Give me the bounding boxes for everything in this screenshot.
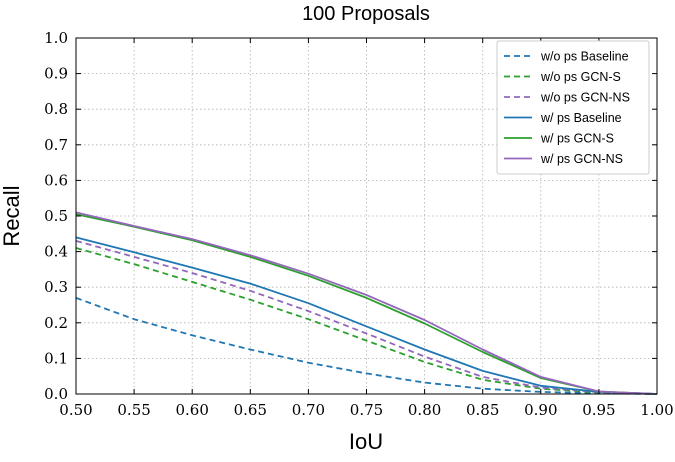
series-layer [75, 211, 658, 395]
x-tick-label: 0.70 [292, 401, 325, 419]
x-tick-label: 0.65 [234, 401, 267, 419]
y-tick-label: 0.5 [44, 207, 68, 225]
y-tick-label: 0.7 [44, 136, 68, 154]
x-tick-labels: 0.50 0.55 0.60 0.65 0.70 0.75 0.80 0.85 0.90 0.95… [59, 401, 673, 419]
legend: w/o ps Baseline w/o ps GCN-S w/o ps GCN-NS… [496, 40, 650, 175]
x-tick-label: 0.85 [466, 401, 499, 419]
y-tick-label: 0.0 [44, 385, 68, 403]
x-tick-label: 0.80 [408, 401, 441, 419]
chart-title: 100 Proposals [302, 3, 430, 25]
x-tick-label: 1.00 [640, 401, 673, 419]
y-axis-title: Recall [0, 185, 24, 246]
legend-box [496, 40, 650, 175]
x-tick-label: 0.60 [175, 401, 208, 419]
series-line-0 [75, 297, 658, 395]
x-tick-label: 0.95 [582, 401, 615, 419]
series-line-2 [75, 240, 658, 395]
y-tick-label: 0.9 [44, 65, 68, 83]
x-axis-title: IoU [349, 429, 383, 454]
series-line-5 [75, 211, 658, 395]
legend-label-1: w/o ps GCN-S [540, 70, 621, 84]
y-tick-label: 1.0 [44, 29, 68, 47]
y-tick-label: 0.8 [44, 100, 68, 118]
y-tick-label: 0.4 [44, 243, 68, 261]
x-tick-label: 0.75 [350, 401, 383, 419]
legend-label-2: w/o ps GCN-NS [540, 91, 630, 105]
grid [76, 38, 657, 394]
series-line-3 [75, 236, 658, 395]
ticks [75, 37, 658, 395]
legend-label-3: w/ ps Baseline [540, 111, 622, 125]
legend-label-0: w/o ps Baseline [540, 50, 629, 64]
legend-label-4: w/ ps GCN-S [540, 132, 614, 146]
y-tick-labels: 0.0 0.1 0.2 0.3 0.4 0.5 0.6 0.7 0.8 0.9 1.0 [44, 29, 68, 403]
x-tick-label: 0.90 [524, 401, 557, 419]
y-tick-label: 0.3 [44, 278, 68, 296]
legend-label-5: w/ ps GCN-NS [540, 152, 623, 166]
y-tick-label: 0.6 [44, 171, 68, 189]
x-tick-label: 0.55 [117, 401, 150, 419]
series-line-1 [75, 247, 658, 395]
x-tick-label: 0.50 [59, 401, 92, 419]
y-tick-label: 0.1 [44, 349, 68, 367]
y-tick-label: 0.2 [44, 314, 68, 332]
